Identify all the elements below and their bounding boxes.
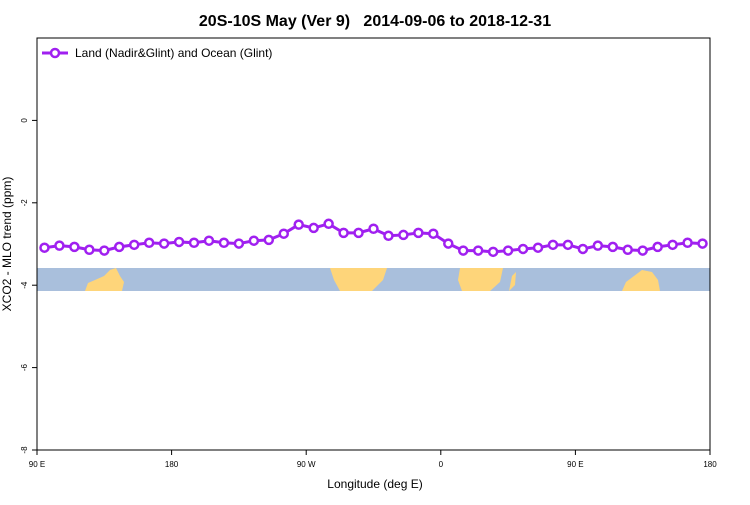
point: [667, 239, 678, 251]
point: [697, 238, 708, 249]
x-tick-label: 180: [165, 460, 179, 469]
x-tick-label: 180: [703, 460, 717, 469]
plot-frame: [36, 37, 711, 451]
point: [428, 228, 439, 239]
point: [383, 230, 394, 242]
y-tick-label: -6: [20, 363, 29, 371]
point: [413, 227, 424, 239]
x-tick-label: 90 E: [29, 460, 45, 469]
point: [517, 243, 529, 255]
point: [443, 238, 454, 249]
x-tick-label: 90 W: [297, 460, 316, 469]
point: [39, 242, 50, 253]
y-tick-label: 0: [20, 118, 29, 123]
point: [592, 240, 604, 251]
chart-title: 20S-10S May (Ver 9) 2014-09-06 to 2018-1…: [199, 13, 551, 30]
y-axis-label: XCO2 - MLO trend (ppm): [0, 177, 14, 312]
point: [682, 237, 693, 249]
y-tick-label: -4: [20, 281, 29, 289]
point: [547, 239, 559, 251]
point: [173, 236, 185, 248]
point: [263, 234, 275, 246]
point: [487, 246, 499, 258]
x-tick-label: 90 E: [567, 460, 583, 469]
point: [652, 241, 663, 253]
point: [637, 245, 648, 256]
point: [54, 240, 65, 251]
point: [532, 242, 544, 253]
point: [203, 235, 215, 246]
point: [457, 245, 469, 256]
point: [248, 235, 260, 246]
point: [353, 227, 364, 239]
point: [562, 239, 574, 251]
point: [158, 238, 170, 249]
x-axis-label: Longitude (deg E): [327, 477, 422, 491]
point: [99, 245, 110, 256]
point: [577, 243, 589, 255]
point: [502, 245, 514, 256]
point: [143, 237, 155, 249]
legend-label: Land (Nadir&Glint) and Ocean (Glint): [75, 46, 272, 60]
point: [128, 239, 140, 251]
point: [622, 244, 633, 256]
point: [114, 241, 125, 253]
y-tick-label: -2: [20, 199, 29, 207]
y-tick-label: -8: [20, 446, 29, 454]
point: [69, 241, 80, 253]
legend-marker: [49, 47, 61, 59]
point: [233, 238, 245, 249]
point: [398, 229, 409, 241]
point: [472, 245, 484, 256]
point: [607, 241, 619, 253]
point: [278, 228, 290, 239]
point: [84, 244, 95, 256]
point: [368, 223, 379, 235]
point: [188, 237, 200, 249]
point: [323, 218, 334, 230]
x-tick-label: 0: [439, 460, 444, 469]
point: [338, 227, 349, 239]
point: [293, 219, 304, 230]
point: [218, 237, 230, 249]
map-strip: [37, 268, 710, 291]
point: [308, 222, 319, 234]
